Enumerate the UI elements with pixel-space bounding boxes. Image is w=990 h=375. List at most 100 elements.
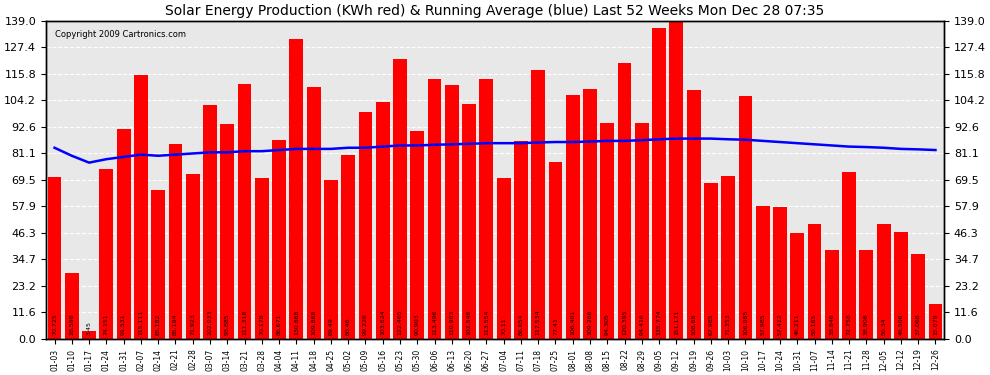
Bar <box>566 95 579 339</box>
Text: 50.34: 50.34 <box>881 318 886 335</box>
Text: 65.182: 65.182 <box>155 314 160 335</box>
Text: 37.068: 37.068 <box>916 314 921 335</box>
Bar <box>911 254 925 339</box>
Text: 109.266: 109.266 <box>587 310 592 335</box>
Text: 90.903: 90.903 <box>415 314 420 335</box>
Text: 85.194: 85.194 <box>173 314 178 335</box>
Bar <box>755 206 769 339</box>
Text: 108.68: 108.68 <box>691 314 696 335</box>
Bar <box>221 124 235 339</box>
Bar <box>358 112 372 339</box>
Bar <box>151 190 165 339</box>
Text: 117.534: 117.534 <box>536 310 541 335</box>
Text: 94.416: 94.416 <box>640 314 644 335</box>
Text: 106.085: 106.085 <box>742 310 748 335</box>
Text: 120.395: 120.395 <box>622 310 627 335</box>
Bar <box>48 177 61 339</box>
Text: 74.151: 74.151 <box>104 314 109 335</box>
Bar <box>272 141 286 339</box>
Text: 86.654: 86.654 <box>519 314 524 335</box>
Bar <box>600 123 614 339</box>
Text: 110.903: 110.903 <box>449 310 454 335</box>
Bar <box>842 172 856 339</box>
Bar <box>307 87 321 339</box>
Bar <box>428 79 442 339</box>
Bar <box>445 85 458 339</box>
Bar <box>514 141 528 339</box>
Text: 71.923: 71.923 <box>190 314 195 335</box>
Text: 46.211: 46.211 <box>795 314 800 335</box>
Text: 113.554: 113.554 <box>484 310 489 335</box>
Bar <box>134 75 148 339</box>
Bar <box>289 39 303 339</box>
Text: 46.506: 46.506 <box>899 314 904 335</box>
Text: 67.985: 67.985 <box>709 314 714 335</box>
Bar <box>82 331 96 339</box>
Text: 38.846: 38.846 <box>830 314 835 335</box>
Bar <box>808 224 822 339</box>
Bar <box>532 70 545 339</box>
Text: 99.226: 99.226 <box>363 314 368 335</box>
Bar <box>618 63 632 339</box>
Bar <box>497 178 511 339</box>
Bar <box>790 233 804 339</box>
Bar <box>825 250 839 339</box>
Bar <box>254 178 268 339</box>
Bar <box>462 104 476 339</box>
Bar <box>877 224 891 339</box>
Bar <box>238 84 251 339</box>
Text: 106.401: 106.401 <box>570 310 575 335</box>
Bar <box>99 169 113 339</box>
Bar <box>929 304 942 339</box>
Text: 57.412: 57.412 <box>777 314 782 335</box>
Text: 122.465: 122.465 <box>398 310 403 335</box>
Text: 115.111: 115.111 <box>139 310 144 335</box>
Text: 28.598: 28.598 <box>69 314 74 335</box>
Text: 38.908: 38.908 <box>864 314 869 335</box>
Text: 86.671: 86.671 <box>276 314 281 335</box>
Text: 130.868: 130.868 <box>294 310 299 335</box>
Text: 135.774: 135.774 <box>656 310 661 335</box>
Text: 93.885: 93.885 <box>225 314 230 335</box>
Bar <box>635 123 648 339</box>
Bar <box>894 232 908 339</box>
Bar <box>773 207 787 339</box>
Text: 102.546: 102.546 <box>466 310 471 335</box>
Bar <box>704 183 718 339</box>
Bar <box>168 144 182 339</box>
Text: 69.49: 69.49 <box>329 318 334 335</box>
Bar <box>739 96 752 339</box>
Text: 72.758: 72.758 <box>846 314 851 335</box>
Text: 57.985: 57.985 <box>760 314 765 335</box>
Bar <box>324 180 338 339</box>
Text: 70.178: 70.178 <box>259 314 264 335</box>
Bar <box>859 250 873 339</box>
Text: 151.171: 151.171 <box>674 310 679 335</box>
Text: 94.305: 94.305 <box>605 314 610 335</box>
Text: 80.46: 80.46 <box>346 318 350 335</box>
Bar <box>376 102 390 339</box>
Bar <box>411 131 424 339</box>
Text: 15.079: 15.079 <box>933 314 938 335</box>
Text: 113.496: 113.496 <box>432 310 437 335</box>
Bar <box>203 105 217 339</box>
Text: 71.353: 71.353 <box>726 314 731 335</box>
Bar <box>583 89 597 339</box>
Title: Solar Energy Production (KWh red) & Running Average (blue) Last 52 Weeks Mon Dec: Solar Energy Production (KWh red) & Runn… <box>165 4 825 18</box>
Text: 77.41: 77.41 <box>553 318 558 335</box>
Text: 111.318: 111.318 <box>242 310 248 335</box>
Bar <box>652 28 666 339</box>
Bar <box>65 273 79 339</box>
Bar <box>186 174 200 339</box>
Text: 91.531: 91.531 <box>121 314 126 335</box>
Bar <box>548 162 562 339</box>
Text: 109.868: 109.868 <box>311 310 316 335</box>
Bar <box>722 176 736 339</box>
Bar <box>479 79 493 339</box>
Bar <box>393 58 407 339</box>
Text: 3.45: 3.45 <box>86 321 91 335</box>
Bar <box>342 155 355 339</box>
Text: Copyright 2009 Cartronics.com: Copyright 2009 Cartronics.com <box>54 30 186 39</box>
Bar <box>669 0 683 339</box>
Bar <box>687 90 701 339</box>
